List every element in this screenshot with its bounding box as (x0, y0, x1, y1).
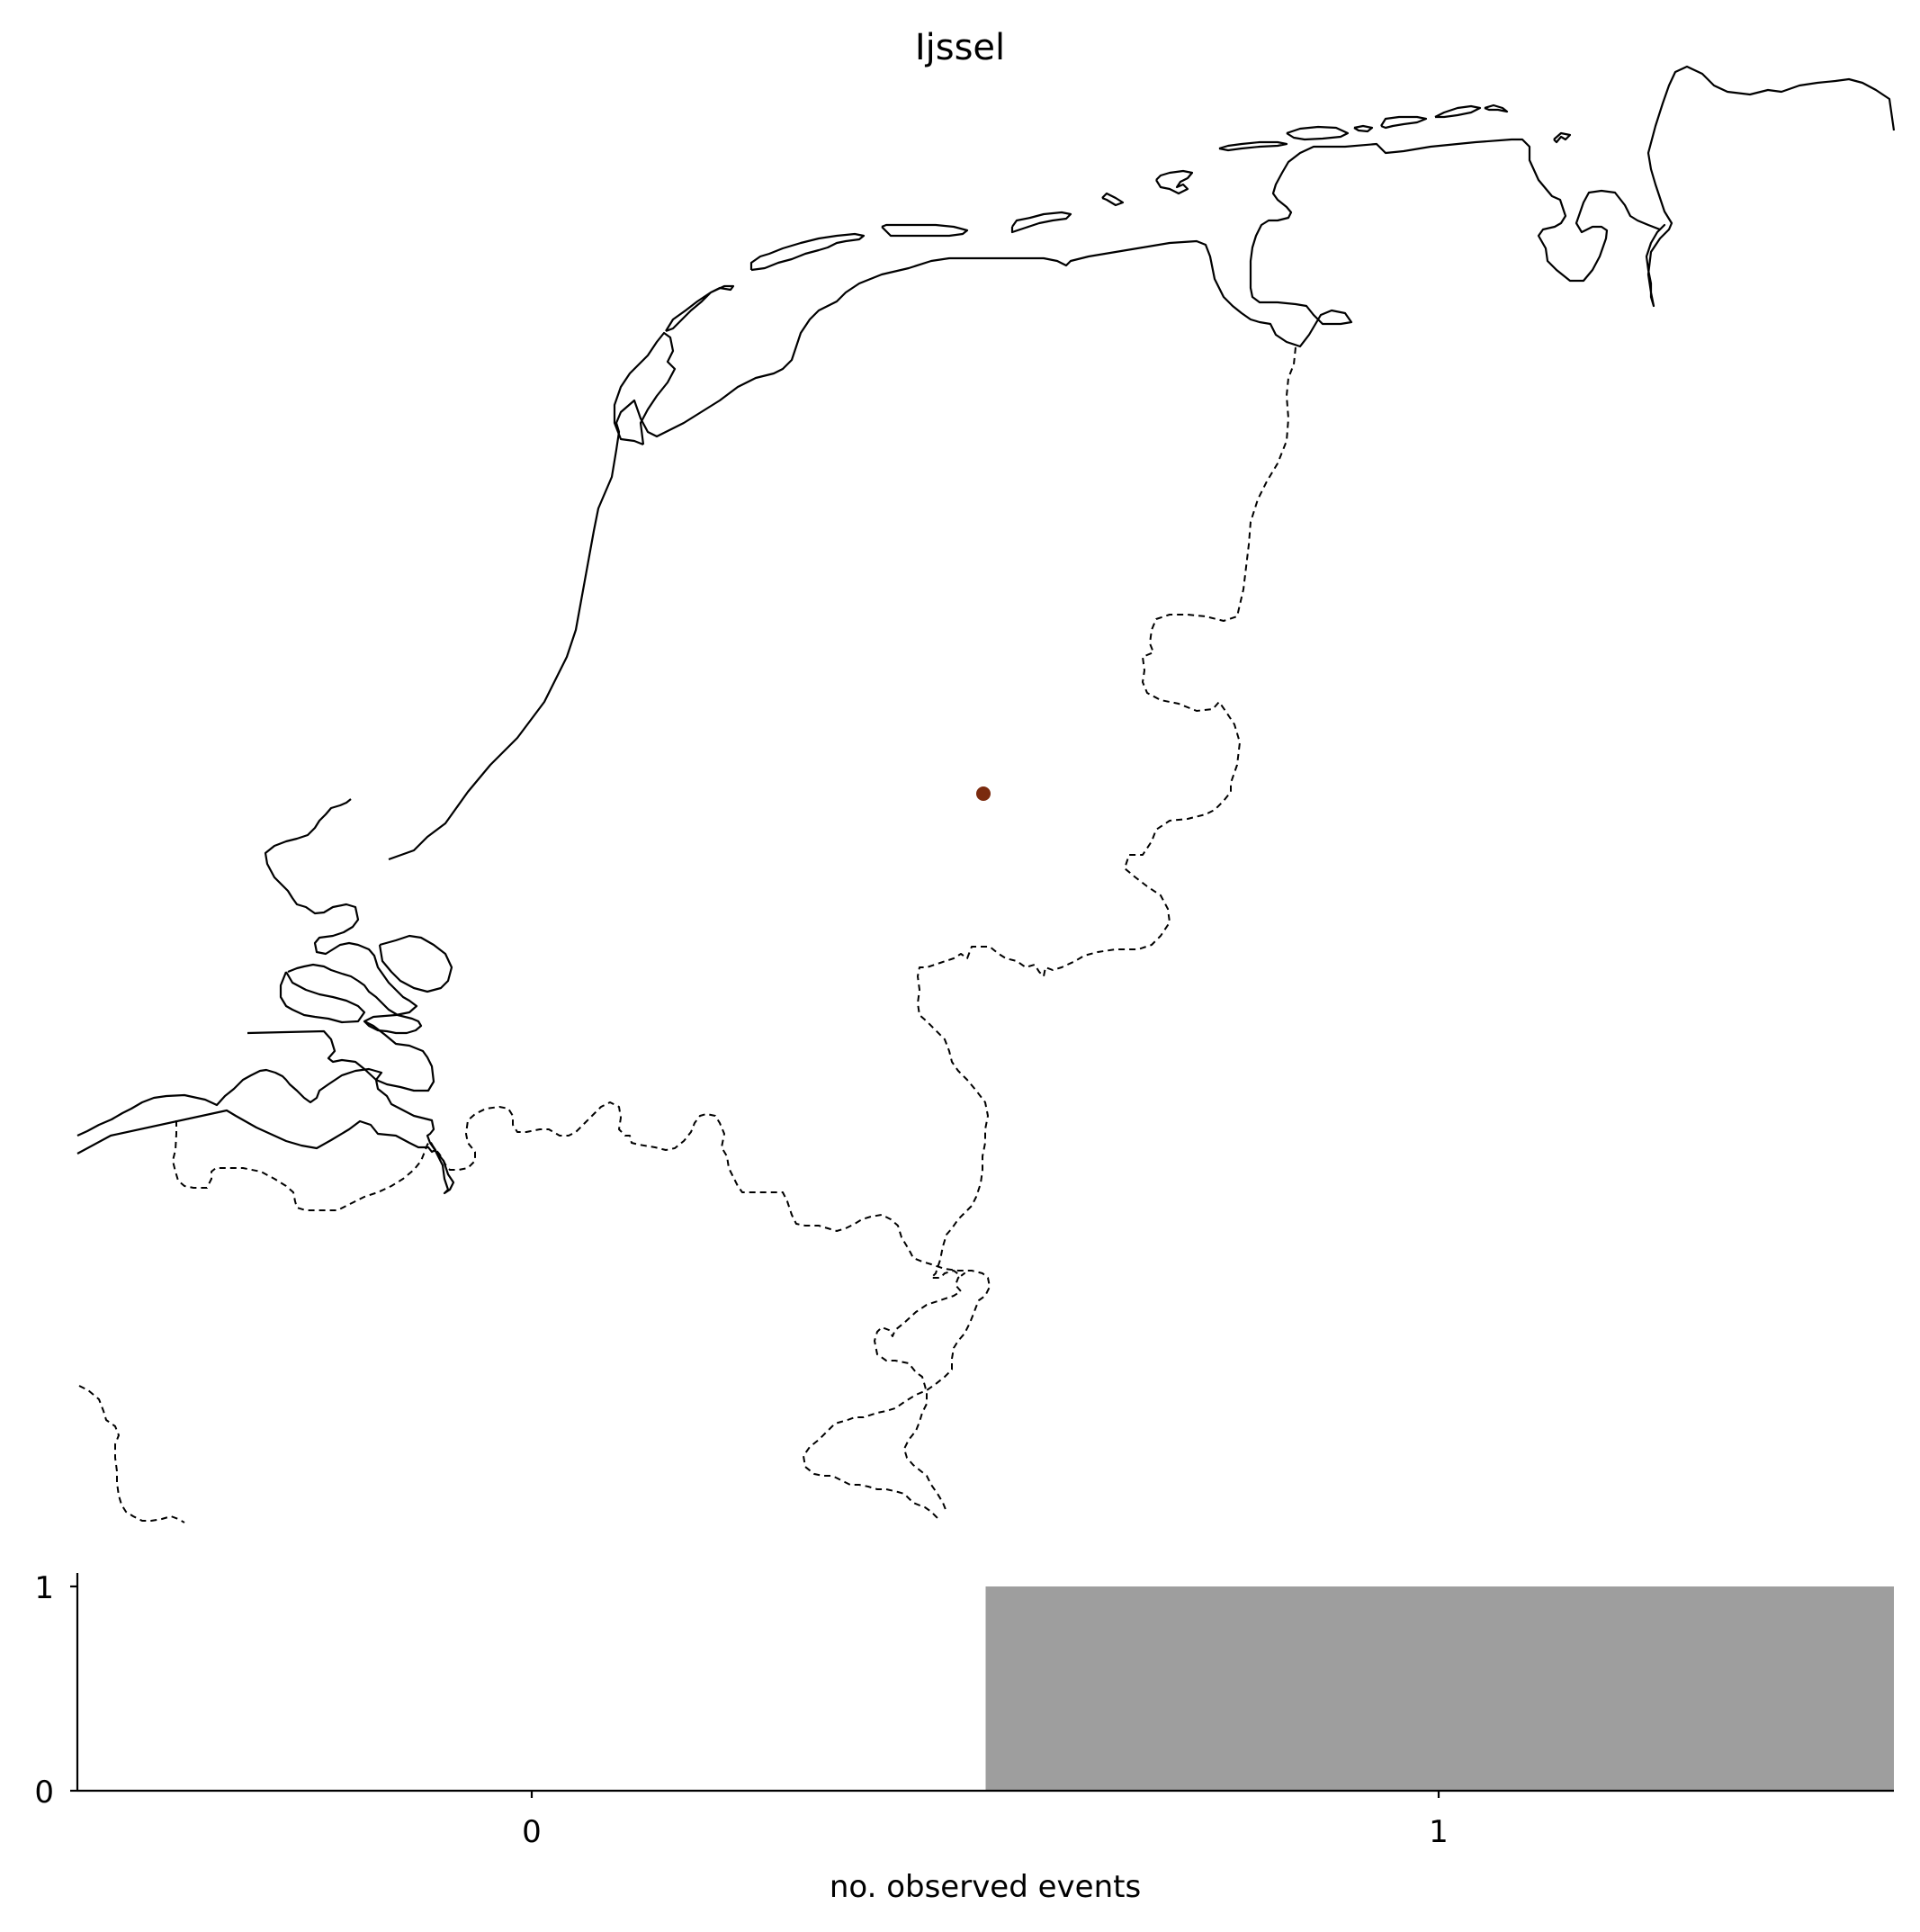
x-tick-label-0: 0 (522, 1814, 542, 1850)
island-texel (613, 331, 677, 446)
island-rottumeroog (1101, 192, 1125, 207)
y-tick-label-1: 1 (34, 1570, 54, 1606)
island-goeree (279, 971, 366, 1024)
island-langeoog (1380, 115, 1428, 130)
island-baltrum (1353, 124, 1374, 133)
island-terschelling (749, 232, 866, 272)
island-schouwen (287, 963, 423, 1035)
y-tick-label-0: 0 (34, 1775, 54, 1811)
histogram: 0 1 0 1 no. observed events (34, 1570, 1894, 1905)
bar-1 (985, 1586, 1894, 1791)
x-ticks: 0 1 (522, 1791, 1449, 1850)
island-norderney (1286, 125, 1350, 141)
coastline (76, 65, 1896, 1195)
x-tick-label-1: 1 (1429, 1814, 1449, 1850)
border-netherlands-germany (874, 346, 1296, 1513)
map (76, 65, 1896, 1523)
island-spiekeroog (1434, 104, 1482, 119)
national-border (78, 346, 1296, 1523)
island-ameland (881, 223, 969, 238)
bars (985, 1586, 1894, 1791)
island-juist (1218, 140, 1288, 152)
mainland-coast (76, 1067, 455, 1195)
y-ticks: 0 1 (34, 1570, 77, 1811)
map-title: Ijssel (915, 27, 1005, 68)
island-wangerooge (1484, 103, 1509, 113)
island-vlieland (665, 284, 735, 333)
island-walcheren (247, 798, 435, 1092)
station-marker (976, 786, 991, 801)
border-netherlands-belgium (172, 1101, 991, 1522)
island-overflakkee (378, 934, 453, 993)
coast-north-holland (388, 65, 1896, 861)
island-schiermonnikoog (1010, 211, 1072, 234)
border-belgium-france (78, 1385, 185, 1523)
x-axis-label: no. observed events (830, 1869, 1141, 1905)
island-mellum (1553, 131, 1572, 144)
island-borkum (1155, 169, 1194, 195)
